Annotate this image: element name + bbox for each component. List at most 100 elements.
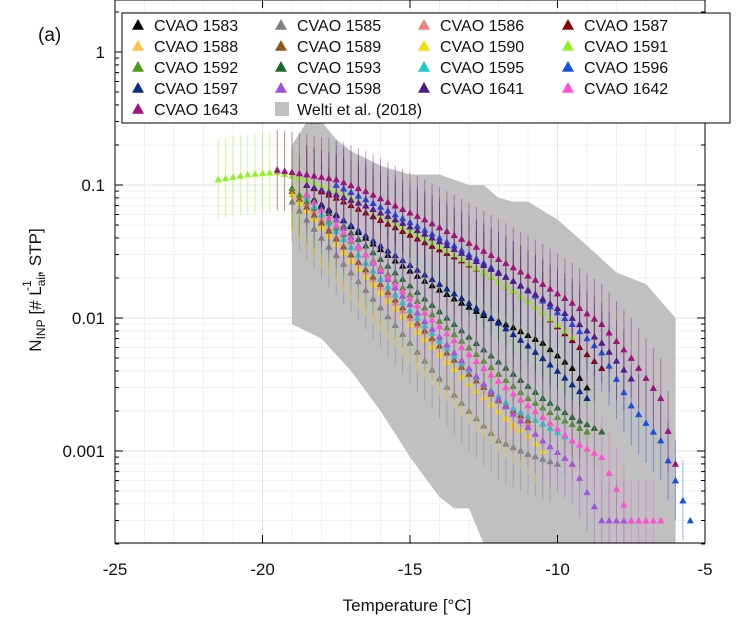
data-point	[487, 387, 495, 395]
data-point	[568, 333, 576, 340]
data-point	[524, 331, 532, 339]
data-point	[376, 275, 385, 282]
legend-label: CVAO 1587	[584, 18, 668, 35]
data-point	[657, 394, 665, 401]
data-point	[391, 202, 399, 209]
data-point	[428, 281, 436, 289]
data-point	[347, 243, 355, 250]
data-point	[480, 268, 488, 276]
data-point	[354, 235, 362, 242]
data-point	[413, 272, 421, 279]
panel-label: (a)	[38, 25, 61, 46]
legend-marker	[418, 19, 430, 30]
welti-2018-band	[292, 121, 676, 543]
legend-marker	[418, 82, 430, 93]
legend-marker	[275, 61, 287, 72]
data-point	[539, 339, 547, 346]
data-point	[517, 395, 525, 403]
data-point	[369, 273, 377, 280]
data-point	[421, 304, 429, 311]
y-title-main: N	[26, 339, 45, 351]
data-point	[310, 202, 318, 210]
data-point	[413, 212, 421, 219]
data-point	[369, 191, 377, 198]
data-point	[531, 407, 539, 415]
data-point	[443, 285, 451, 292]
data-point	[539, 455, 547, 462]
data-point	[376, 280, 385, 287]
legend-marker	[562, 82, 574, 93]
data-point	[480, 422, 488, 429]
data-point	[391, 280, 399, 287]
data-point	[391, 283, 399, 291]
data-point	[340, 243, 348, 250]
data-point	[443, 246, 451, 254]
data-point	[517, 327, 525, 335]
data-point	[421, 277, 429, 284]
legend-marker	[275, 40, 287, 51]
data-point	[472, 372, 480, 379]
data-point	[590, 357, 598, 365]
data-point	[546, 408, 554, 416]
data-point	[347, 257, 355, 264]
data-point	[517, 408, 525, 415]
data-point	[679, 496, 687, 504]
data-point	[362, 265, 370, 273]
data-point	[295, 199, 303, 206]
data-point	[362, 273, 370, 280]
y-tick-label: 1	[96, 43, 105, 62]
data-point	[399, 292, 407, 299]
data-point	[369, 205, 377, 212]
data-point	[325, 174, 333, 182]
data-point	[384, 198, 392, 205]
data-point	[531, 452, 539, 460]
data-point	[583, 488, 591, 496]
data-point	[288, 198, 296, 205]
data-point	[458, 343, 466, 351]
data-layer	[214, 129, 694, 543]
data-point	[384, 296, 392, 304]
data-point	[428, 343, 436, 350]
legend: CVAO 1583 CVAO 1585 CVAO 1586 CVAO 1587 CVAO…	[121, 12, 731, 124]
data-point	[340, 197, 348, 205]
data-point	[376, 265, 385, 273]
data-point	[443, 349, 451, 356]
data-point	[509, 390, 517, 397]
data-point	[576, 320, 584, 328]
data-point	[428, 301, 436, 308]
data-point	[583, 427, 591, 435]
data-point	[524, 401, 532, 409]
legend-label: CVAO 1593	[297, 60, 381, 77]
data-point	[391, 296, 399, 303]
data-point	[576, 417, 584, 424]
data-point	[524, 342, 532, 349]
data-point	[435, 242, 444, 250]
data-point	[354, 265, 362, 272]
data-point	[480, 380, 488, 387]
data-point	[642, 374, 650, 381]
data-point	[376, 245, 385, 253]
data-point	[317, 202, 326, 209]
data-point	[458, 337, 466, 344]
data-point	[391, 321, 399, 329]
legend-label: CVAO 1591	[584, 39, 668, 56]
data-point	[303, 175, 311, 183]
data-point	[332, 175, 340, 183]
data-point	[332, 251, 340, 259]
data-point	[465, 303, 473, 310]
data-point	[244, 170, 252, 178]
data-point	[310, 198, 318, 205]
data-point	[428, 238, 436, 245]
data-point	[303, 190, 311, 198]
data-point	[487, 265, 495, 272]
data-point	[450, 289, 458, 297]
data-point	[384, 283, 392, 290]
data-point	[369, 236, 377, 244]
data-point	[502, 324, 510, 332]
data-point	[487, 251, 495, 258]
data-point	[502, 398, 510, 405]
data-point	[620, 388, 628, 396]
data-point	[465, 239, 473, 246]
y-title-sup: -1	[20, 280, 34, 291]
data-point	[583, 420, 591, 428]
